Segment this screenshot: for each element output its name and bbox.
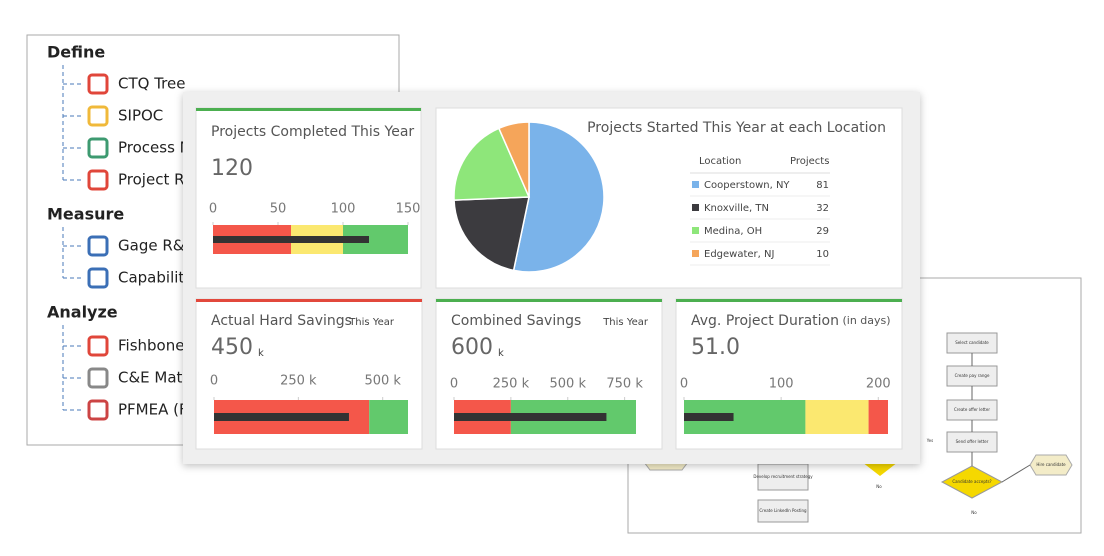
node-label: Hire candidate	[1036, 462, 1066, 467]
kpi-value: 120	[211, 156, 253, 181]
kpi-unit: k	[258, 348, 264, 359]
item-icon	[87, 267, 109, 289]
project-count: 29	[816, 226, 829, 237]
item-icon	[87, 399, 109, 421]
item-icon	[87, 137, 109, 159]
item-label: CTQ Tree	[118, 75, 185, 93]
location-name: Edgewater, NJ	[704, 249, 774, 260]
kpi-value: 600	[451, 335, 493, 360]
tick-label: 250 k	[493, 377, 530, 392]
widget	[195, 107, 422, 289]
tick-label: 750 k	[606, 377, 643, 392]
item-icon	[87, 105, 109, 127]
item-label: Capabilit	[118, 269, 184, 287]
range-band	[805, 400, 869, 434]
tick-label: 0	[680, 377, 688, 392]
item-icon	[87, 73, 109, 95]
section-title: Define	[47, 43, 105, 62]
legend-swatch	[692, 204, 699, 211]
node-label: No	[971, 510, 977, 515]
tick-label: 0	[210, 374, 218, 389]
table-header: Location	[699, 156, 741, 167]
pie-slice	[497, 121, 530, 198]
tick-label: 0	[450, 377, 458, 392]
widget-accent	[196, 299, 422, 302]
node-label: Create LinkedIn Posting	[759, 508, 807, 513]
tick-label: 500 k	[364, 374, 401, 389]
kpi-value: 450	[211, 335, 253, 360]
section-title: Measure	[47, 205, 124, 224]
process	[757, 499, 809, 523]
node-label: Candidate accepts?	[952, 479, 991, 484]
pie-slice	[512, 121, 605, 273]
tick-label: 100	[769, 377, 794, 392]
table-header: Projects	[790, 156, 829, 167]
kpi-unit: k	[498, 348, 504, 359]
measure-bar	[684, 413, 734, 421]
node-label: No	[876, 484, 882, 489]
tick-label: 200	[866, 377, 891, 392]
location-name: Cooperstown, NY	[704, 180, 790, 191]
location-name: Knoxville, TN	[704, 203, 769, 214]
item-label: Project R	[118, 171, 185, 189]
item-icon	[87, 169, 109, 191]
item-icon	[87, 367, 109, 389]
section-title: Analyze	[47, 303, 118, 322]
item-label: C&E Matr	[118, 369, 189, 387]
item-icon	[87, 235, 109, 257]
widget-accent	[676, 299, 902, 302]
tick-label: 0	[209, 202, 217, 217]
legend-swatch	[692, 250, 699, 257]
widget-title: Actual Hard Savings	[211, 313, 352, 329]
kpi-value: 51.0	[691, 335, 740, 360]
legend-swatch	[692, 181, 699, 188]
measure-bar	[454, 413, 607, 421]
process	[757, 463, 809, 491]
widget-title: Projects Completed This Year	[211, 124, 414, 140]
widget-title: Avg. Project Duration (in days)	[691, 313, 891, 329]
item-label: PFMEA (F	[118, 401, 188, 419]
node-label: Send offer letter	[956, 439, 989, 444]
node-label: Select candidate	[955, 340, 989, 345]
node-label: Create offer letter	[954, 407, 990, 412]
range-band	[369, 400, 408, 434]
decision	[940, 465, 1004, 499]
widget-title: Combined Savings	[451, 313, 581, 329]
widget-accent	[436, 299, 662, 302]
item-label: Gage R&R	[118, 237, 195, 255]
tick-label: 100	[331, 202, 356, 217]
project-count: 10	[816, 249, 829, 260]
location-name: Medina, OH	[704, 226, 762, 237]
measure-bar	[213, 236, 369, 243]
node-label: Develop recruitment strategy	[753, 474, 813, 479]
arrow	[1001, 464, 1031, 483]
pie-slice	[453, 196, 530, 272]
tick-label: 250 k	[280, 374, 317, 389]
tick-label: 500 k	[550, 377, 587, 392]
period: This Year	[602, 317, 649, 328]
project-count: 81	[816, 180, 829, 191]
unit-note: (in days)	[839, 314, 891, 327]
project-count: 32	[816, 203, 829, 214]
pie-slice	[453, 127, 531, 201]
item-icon	[87, 335, 109, 357]
node-label: Create pay range	[955, 373, 990, 378]
widget-accent	[196, 108, 421, 111]
period: This Year	[348, 317, 395, 328]
measure-bar	[214, 413, 349, 421]
item-label: Process M	[118, 139, 193, 157]
decision	[862, 462, 898, 476]
item-label: SIPOC	[118, 107, 163, 125]
tick-label: 150	[396, 202, 421, 217]
widget-title: Projects Started This Year at each Locat…	[587, 120, 886, 136]
tick-label: 50	[270, 202, 287, 217]
node-label: Yes	[926, 438, 933, 443]
range-band	[868, 400, 888, 434]
legend-swatch	[692, 227, 699, 234]
item-label: Fishbone	[118, 337, 184, 355]
